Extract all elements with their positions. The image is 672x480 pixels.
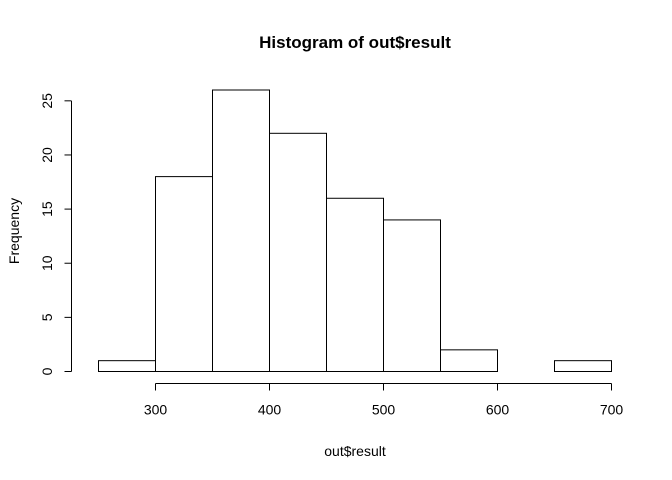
histogram-bar-2 [212, 89, 270, 372]
y-axis-label: Frequency [6, 198, 22, 264]
histogram-bar-6 [440, 349, 498, 373]
x-axis-label: out$result [324, 443, 386, 459]
histogram-bar-0 [98, 360, 156, 372]
x-axis: 300 400 500 600 700 [144, 383, 624, 418]
histogram-bar-3 [269, 132, 327, 372]
y-tick-label: 5 [39, 313, 55, 321]
y-tick-label: 20 [39, 147, 55, 163]
histogram-bar-1 [155, 176, 213, 372]
y-axis: 0 5 10 15 20 25 [39, 93, 72, 375]
y-tick-label: 10 [39, 255, 55, 271]
x-tick-label: 400 [258, 402, 282, 418]
y-tick-label: 15 [39, 201, 55, 217]
x-tick-label: 700 [600, 402, 624, 418]
y-tick-label: 25 [39, 93, 55, 109]
y-tick-label: 0 [39, 367, 55, 375]
histogram-bars [98, 89, 612, 373]
x-tick-label: 300 [144, 402, 168, 418]
chart-title: Histogram of out$result [259, 33, 451, 52]
x-tick-label: 500 [372, 402, 396, 418]
histogram-bar-5 [383, 219, 441, 372]
histogram-bar-8 [554, 360, 612, 372]
histogram-bar-4 [326, 197, 384, 372]
x-tick-label: 600 [486, 402, 510, 418]
